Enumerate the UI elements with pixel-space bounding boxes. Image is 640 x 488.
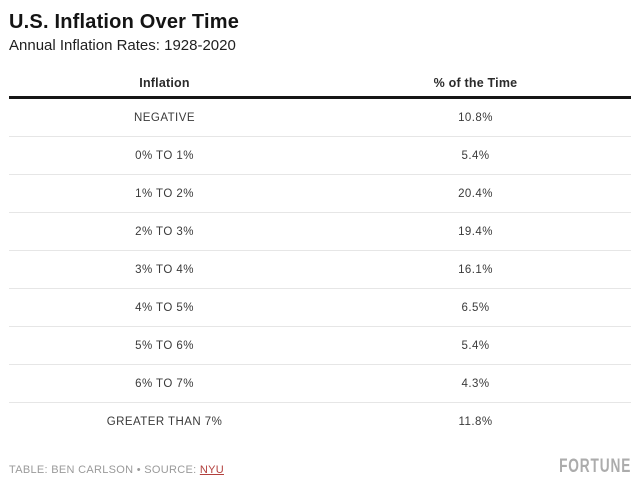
page-title: U.S. Inflation Over Time (9, 11, 240, 33)
inflation-range-cell: 1% TO 2% (135, 187, 194, 200)
inflation-range-cell: GREATER THAN 7% (106, 415, 223, 428)
percent-of-time-cell: 4.3% (461, 377, 490, 390)
fortune-logo: FORTUNE (558, 456, 631, 477)
percent-of-time-cell: 20.4% (458, 187, 493, 200)
credit-line: TABLE: BEN CARLSON • SOURCE: NYU (9, 464, 224, 476)
table-row: 6% TO 7% 4.3% (9, 365, 631, 403)
inflation-range-cell: 6% TO 7% (135, 377, 194, 390)
inflation-range-cell: 4% TO 5% (135, 301, 194, 314)
table-row: 3% TO 4% 16.1% (9, 251, 631, 289)
footer: TABLE: BEN CARLSON • SOURCE: NYU FORTUNE (9, 456, 631, 477)
percent-of-time-cell: 5.4% (461, 149, 490, 162)
inflation-range-cell: 2% TO 3% (135, 225, 194, 238)
table-row: 4% TO 5% 6.5% (9, 289, 631, 327)
inflation-range-cell: 5% TO 6% (135, 339, 194, 352)
percent-of-time-cell: 6.5% (461, 301, 490, 314)
table-row: NEGATIVE 10.8% (9, 99, 631, 137)
column-header-inflation: Inflation (139, 76, 190, 90)
credit-text: TABLE: BEN CARLSON • SOURCE: (9, 464, 200, 476)
inflation-range-cell: NEGATIVE (134, 111, 195, 124)
table-header-row: Inflation % of the Time (9, 70, 631, 99)
table-row: 0% TO 1% 5.4% (9, 137, 631, 175)
table-body: NEGATIVE 10.8% 0% TO 1% 5.4% 1% TO 2% 20.4% 2%… (9, 99, 631, 440)
inflation-table: Inflation % of the Time NEGATIVE 10.8% 0% … (9, 70, 631, 440)
table-row: 2% TO 3% 19.4% (9, 213, 631, 251)
column-header-percent-of-time: % of the Time (433, 76, 518, 90)
percent-of-time-cell: 11.8% (458, 415, 493, 428)
table-row: 1% TO 2% 20.4% (9, 175, 631, 213)
table-row: 5% TO 6% 5.4% (9, 327, 631, 365)
inflation-range-cell: 3% TO 4% (135, 263, 194, 276)
percent-of-time-cell: 10.8% (458, 111, 493, 124)
inflation-range-cell: 0% TO 1% (135, 149, 194, 162)
percent-of-time-cell: 19.4% (458, 225, 493, 238)
percent-of-time-cell: 5.4% (461, 339, 490, 352)
page-subtitle: Annual Inflation Rates: 1928-2020 (9, 37, 236, 54)
source-link-nyu[interactable]: NYU (199, 464, 224, 476)
percent-of-time-cell: 16.1% (458, 263, 493, 276)
table-row: GREATER THAN 7% 11.8% (9, 403, 631, 440)
